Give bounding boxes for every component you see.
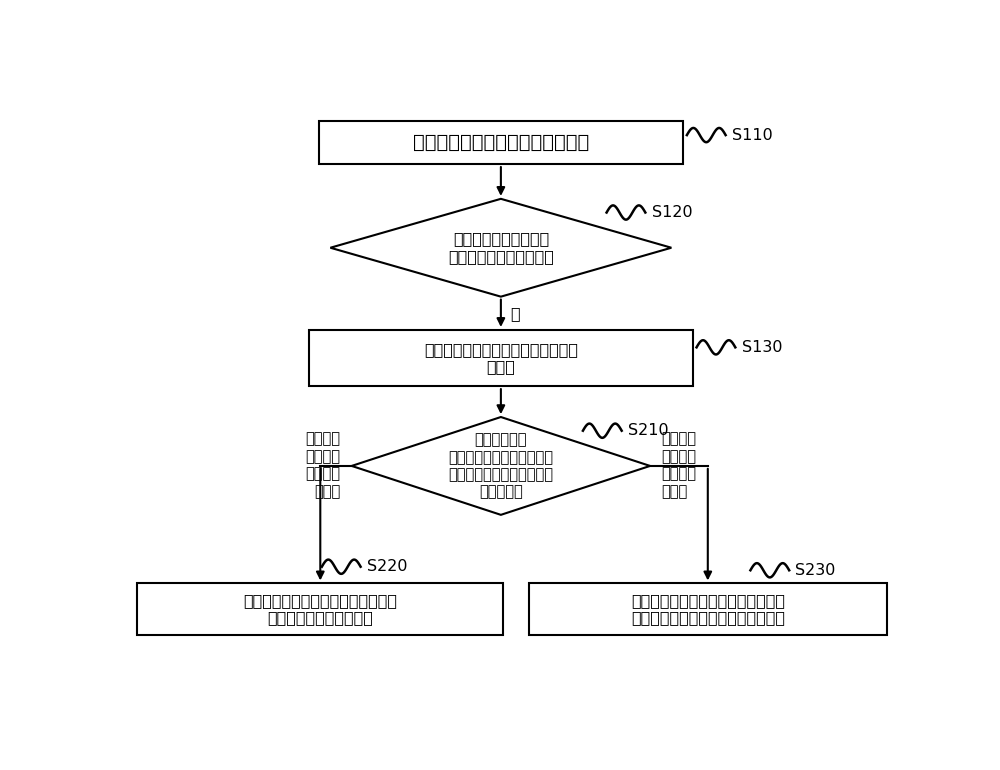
Text: 分别判断直流
母线电压与第一预设直流电
压限值和第二预设直流电压
限值的关系: 分别判断直流 母线电压与第一预设直流电 压限值和第二预设直流电压 限值的关系 [448, 432, 553, 500]
Text: S110: S110 [732, 128, 773, 142]
Polygon shape [352, 417, 650, 515]
FancyBboxPatch shape [529, 584, 887, 635]
FancyBboxPatch shape [309, 330, 693, 387]
Text: S130: S130 [742, 340, 782, 355]
Text: S220: S220 [367, 559, 407, 574]
FancyBboxPatch shape [137, 584, 503, 635]
Text: 检测并网变换器网侧的并网点电压: 检测并网变换器网侧的并网点电压 [413, 133, 589, 152]
Text: S230: S230 [795, 563, 836, 578]
Text: 计算并网变换器直流侧的直流母线电
压大小: 计算并网变换器直流侧的直流母线电 压大小 [424, 342, 578, 374]
Text: 小于或等
于第二预
设直流电
压限值: 小于或等 于第二预 设直流电 压限值 [662, 431, 697, 499]
FancyBboxPatch shape [319, 122, 683, 164]
Text: 否: 否 [510, 306, 520, 321]
Text: S120: S120 [652, 205, 692, 220]
Text: 使用飞轮储能变换器从所述直流母线
吸收直驱风机释放的电能: 使用飞轮储能变换器从所述直流母线 吸收直驱风机释放的电能 [243, 593, 397, 625]
Polygon shape [330, 199, 671, 296]
Text: 判断并网点电压是否在
预设电网电压限值区间内: 判断并网点电压是否在 预设电网电压限值区间内 [448, 232, 554, 264]
Text: S210: S210 [628, 424, 669, 438]
Text: 飞轮储能变换器通过所述直流母线向
并网变换器网侧的电网系统释放电能: 飞轮储能变换器通过所述直流母线向 并网变换器网侧的电网系统释放电能 [631, 593, 785, 625]
Text: 大于或等
于第一预
设直流电
压限值: 大于或等 于第一预 设直流电 压限值 [305, 431, 340, 499]
